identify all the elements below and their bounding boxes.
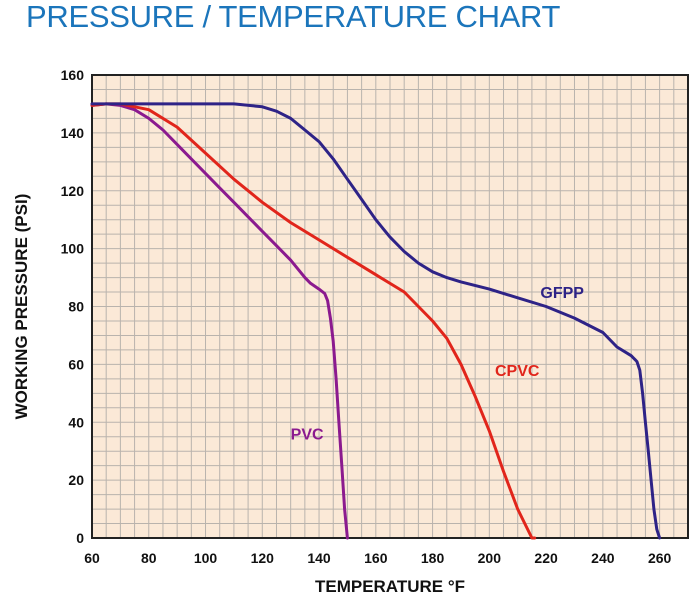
x-tick-label: 140 — [307, 550, 331, 566]
x-tick-label: 180 — [421, 550, 445, 566]
y-tick-label: 60 — [68, 356, 84, 372]
x-tick-label: 120 — [251, 550, 275, 566]
y-tick-label: 100 — [61, 241, 85, 257]
x-axis-title: TEMPERATURE °F — [315, 577, 465, 596]
series-label-pvc: PVC — [291, 427, 324, 444]
series-line-cpvc — [90, 102, 537, 540]
y-tick-label: 40 — [68, 414, 84, 430]
y-tick-label: 80 — [68, 299, 84, 315]
y-axis-title: WORKING PRESSURE (PSI) — [12, 194, 31, 420]
y-tick-label: 140 — [61, 125, 85, 141]
x-tick-label: 100 — [194, 550, 218, 566]
series-labels: PVC CPVC GFPP — [291, 285, 585, 444]
x-tick-label: 240 — [591, 550, 615, 566]
y-tick-label: 0 — [76, 530, 84, 546]
series-lines — [90, 102, 662, 540]
x-tick-label: 260 — [648, 550, 672, 566]
chart-title: PRESSURE / TEMPERATURE CHART — [26, 0, 561, 34]
series-line-gfpp — [90, 102, 662, 540]
y-tick-label: 120 — [61, 183, 85, 199]
series-label-cpvc: CPVC — [495, 363, 540, 380]
x-tick-label: 60 — [84, 550, 100, 566]
y-tick-label: 20 — [68, 472, 84, 488]
x-tick-label: 160 — [364, 550, 388, 566]
plot-border — [91, 74, 689, 539]
x-tick-label: 200 — [478, 550, 502, 566]
x-tick-label: 80 — [141, 550, 157, 566]
series-label-gfpp: GFPP — [540, 285, 584, 302]
grid-lines — [91, 74, 689, 539]
x-axis-ticks: 60 80 100 120 140 160 180 200 220 240 260 — [84, 550, 671, 566]
series-line-pvc — [90, 102, 349, 540]
y-axis-ticks: 0 20 40 60 80 100 120 140 160 — [61, 67, 85, 546]
x-tick-label: 220 — [534, 550, 558, 566]
y-tick-label: 160 — [61, 67, 85, 83]
